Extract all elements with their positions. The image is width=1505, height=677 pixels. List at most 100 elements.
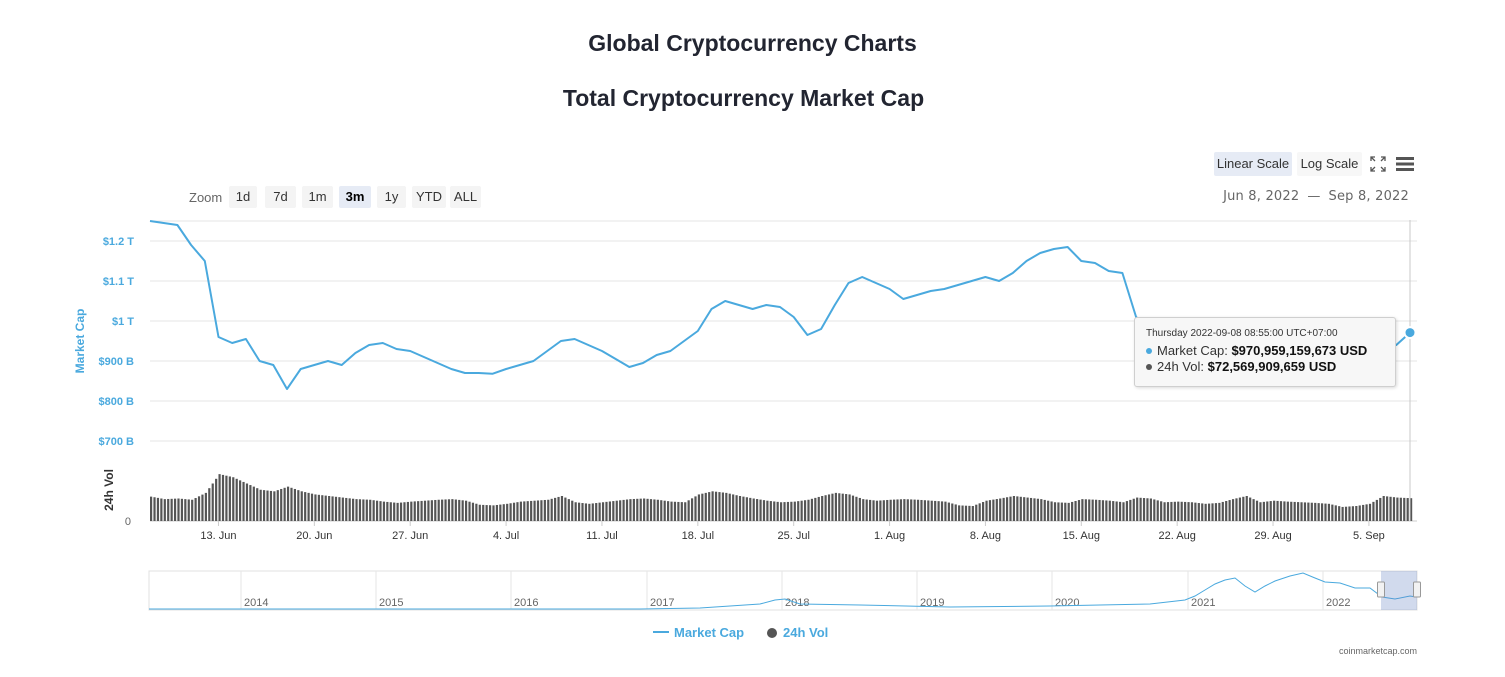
zoom-7d-button[interactable]: 7d (265, 186, 296, 208)
volume-bar (1372, 501, 1375, 521)
volume-bar (297, 490, 300, 521)
volume-bar (1355, 506, 1358, 521)
volume-bar (1180, 501, 1183, 521)
volume-bar (995, 499, 998, 521)
volume-bar (1344, 506, 1348, 521)
volume-bar (807, 499, 810, 521)
volume-bar (701, 493, 704, 521)
x-tick-label: 25. Jul (777, 530, 809, 542)
volume-bar (858, 497, 861, 521)
volume-bar (1149, 498, 1152, 521)
date-range[interactable]: Jun 8, 2022 — Sep 8, 2022 (1200, 189, 1413, 204)
volume-bar (1012, 496, 1016, 521)
zoom-1d-button[interactable]: 1d (229, 186, 257, 208)
volume-bar (530, 500, 533, 521)
navigator-selection[interactable] (1381, 571, 1417, 610)
volume-bar (1228, 500, 1231, 521)
hamburger-menu-icon[interactable] (1395, 155, 1417, 173)
volume-bar (869, 499, 872, 521)
volume-bar (1307, 502, 1310, 521)
volume-bar (252, 486, 255, 521)
volume-bar (656, 499, 659, 521)
volume-bar (1324, 503, 1327, 521)
volume-bar (1293, 501, 1296, 521)
linear-scale-button[interactable]: Linear Scale (1214, 152, 1292, 176)
volume-bar (375, 500, 379, 521)
x-tick-label: 29. Aug (1254, 530, 1291, 542)
volume-bar (173, 498, 177, 521)
credit-link[interactable]: coinmarketcap.com (1338, 646, 1417, 656)
zoom-ytd-button[interactable]: YTD (412, 186, 446, 208)
volume-bar (571, 500, 574, 521)
volume-bar (156, 497, 160, 521)
volume-bar (276, 490, 279, 521)
volume-bar (331, 496, 334, 521)
volume-bar (191, 499, 194, 521)
volume-bar (687, 500, 690, 521)
volume-bar (1327, 503, 1331, 521)
volume-bar (937, 501, 940, 521)
volume-bar (745, 497, 748, 521)
navigator-handle[interactable] (1377, 581, 1385, 598)
zoom-3m-button[interactable]: 3m (339, 186, 371, 208)
navigator-handle[interactable] (1413, 581, 1421, 598)
zoom-1y-button[interactable]: 1y (377, 186, 406, 208)
volume-bar (468, 501, 471, 521)
fullscreen-icon[interactable] (1370, 156, 1386, 172)
volume-bar (310, 493, 314, 521)
volume-bar (1033, 498, 1036, 521)
volume-bar (598, 502, 601, 521)
volume-bar (697, 494, 701, 521)
volume-bar (643, 498, 646, 521)
volume-bar (547, 499, 550, 521)
x-tick-label: 13. Jun (200, 530, 236, 542)
volume-bar (225, 475, 228, 521)
volume-bar (1194, 502, 1197, 521)
volume-bar (239, 480, 242, 521)
legend-market-cap[interactable]: Market Cap (653, 625, 744, 640)
volume-bar (1040, 499, 1043, 521)
volume-bar (810, 498, 814, 521)
volume-bar (714, 491, 718, 521)
volume-bar (1259, 502, 1262, 521)
volume-bar (1163, 502, 1166, 521)
date-to-input[interactable]: Sep 8, 2022 (1328, 189, 1409, 204)
volume-bar (694, 496, 697, 521)
volume-bar (478, 504, 481, 521)
volume-bar (1341, 506, 1344, 521)
volume-bar (399, 502, 403, 521)
volume-bar (855, 496, 858, 521)
log-scale-button[interactable]: Log Scale (1297, 152, 1362, 176)
volume-bar (1273, 500, 1276, 521)
volume-bar (393, 502, 396, 521)
volume-bar (1252, 499, 1255, 521)
volume-bar (769, 501, 772, 521)
volume-bar (1166, 502, 1170, 521)
y-tick-label: $1.2 T (103, 236, 134, 248)
x-tick-label: 8. Aug (970, 530, 1001, 542)
volume-bar (177, 498, 180, 521)
volume-bar (588, 503, 591, 521)
volume-bar (968, 505, 971, 521)
volume-bar (1115, 501, 1118, 521)
zoom-all-button[interactable]: ALL (450, 186, 481, 208)
volume-bar (690, 498, 694, 521)
volume-bar (348, 498, 351, 521)
volume-bar (910, 499, 913, 521)
volume-bar (1320, 503, 1324, 521)
navigator-series-line (149, 572, 1417, 610)
legend-volume[interactable]: 24h Vol (767, 625, 828, 640)
volume-bar (1101, 500, 1105, 521)
volume-bar (1211, 503, 1214, 521)
volume-bar (499, 504, 502, 521)
volume-bar (838, 493, 841, 521)
zoom-1m-button[interactable]: 1m (302, 186, 333, 208)
volume-bar (262, 490, 266, 521)
volume-bar (451, 499, 454, 521)
volume-bar (923, 500, 927, 521)
volume-bar (721, 492, 724, 521)
volume-bar (961, 505, 964, 521)
date-from-input[interactable]: Jun 8, 2022 (1223, 189, 1300, 204)
volume-bar (536, 500, 540, 521)
